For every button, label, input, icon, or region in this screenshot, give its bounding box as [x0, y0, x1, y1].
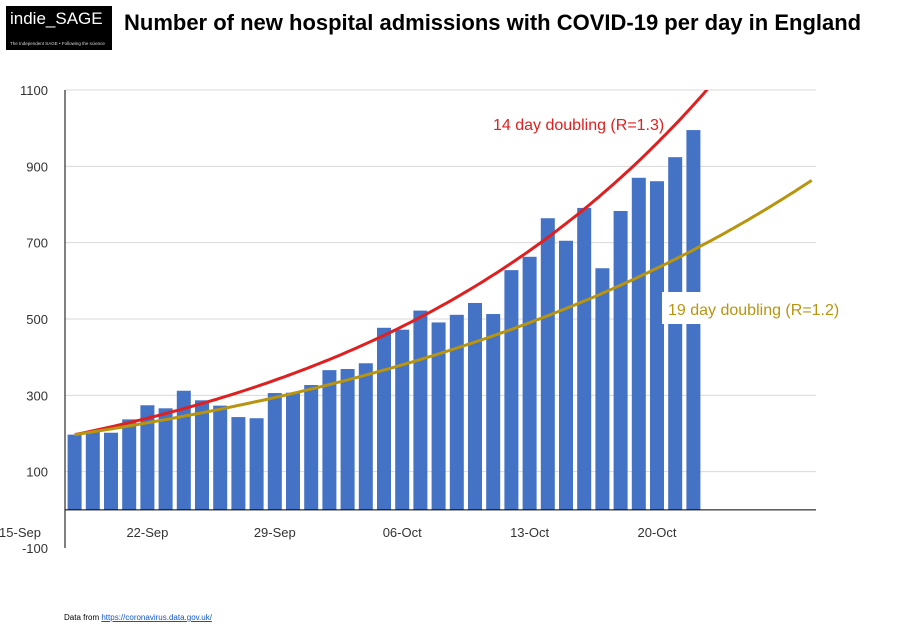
x-tick-label: 06-Oct [383, 525, 422, 540]
bar [431, 322, 446, 510]
doubling-curve-14-day [74, 90, 709, 437]
indie-sage-logo: indie_SAGE The Independent SAGE • Follow… [6, 6, 112, 50]
bar [377, 327, 391, 510]
bar [85, 431, 100, 510]
y-tick-label: 1100 [20, 83, 48, 98]
logo-wordmark: indie_SAGE [10, 9, 103, 28]
logo-tagline: The Independent SAGE • Following the sci… [10, 41, 105, 46]
doubling-curves [74, 90, 813, 437]
curve-labels: 14 day doubling (R=1.3) 19 day doubling (… [493, 117, 872, 324]
bar [158, 408, 173, 510]
y-tick-label: 900 [26, 159, 48, 174]
bar [449, 314, 464, 510]
x-tick-label: 20-Oct [637, 525, 676, 540]
bar [559, 240, 573, 510]
y-tick-label: 700 [26, 236, 48, 251]
bar [140, 405, 155, 510]
bar [340, 368, 355, 510]
bar [650, 181, 664, 510]
bar [395, 329, 410, 510]
y-tick-label: 300 [26, 388, 48, 403]
bar [304, 385, 319, 510]
bar [195, 400, 209, 510]
bar [468, 302, 482, 510]
curve-label-14-day: 14 day doubling (R=1.3) [493, 117, 664, 134]
bar [504, 270, 519, 510]
y-tick-label: -100 [22, 541, 48, 556]
x-tick-label: 29-Sep [254, 525, 296, 540]
bar [322, 370, 337, 510]
bar [486, 314, 501, 510]
curve-label-19-day: 19 day doubling (R=1.2) [668, 302, 839, 319]
bar [249, 418, 264, 510]
bar [413, 310, 428, 510]
bar [286, 392, 300, 510]
x-tick-label: 22-Sep [126, 525, 168, 540]
bar [213, 405, 228, 510]
bar [122, 419, 137, 510]
bar [104, 432, 118, 510]
bar [631, 177, 646, 510]
data-source-prefix: Data from [64, 613, 100, 622]
bar [595, 268, 610, 510]
bar [358, 363, 373, 510]
bar [176, 390, 191, 510]
bar [577, 207, 592, 510]
bar [522, 256, 537, 510]
bar [231, 417, 246, 510]
bar-series [67, 130, 701, 510]
bar [67, 434, 82, 510]
bar [613, 210, 628, 510]
bar [540, 218, 555, 510]
curve-label-background [662, 292, 872, 324]
doubling-curve-19-day [74, 179, 813, 437]
chart-title: Number of new hospital admissions with C… [124, 10, 862, 35]
data-source-link[interactable]: https://coronavirus.data.gov.uk/ [101, 613, 212, 622]
x-tick-label: 15-Sep [0, 525, 41, 540]
bar [668, 157, 683, 510]
y-tick-label: 100 [26, 465, 48, 480]
bar [267, 393, 282, 510]
x-tick-label: 13-Oct [510, 525, 549, 540]
data-source-note: Data from https://coronavirus.data.gov.u… [64, 613, 212, 622]
y-tick-label: 500 [26, 312, 48, 327]
